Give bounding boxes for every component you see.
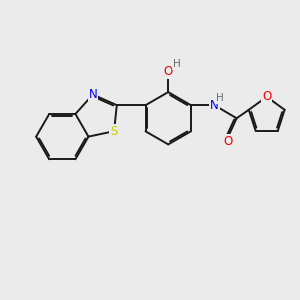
Text: H: H [217, 93, 224, 103]
Text: S: S [110, 125, 118, 138]
Text: O: O [262, 90, 271, 103]
Text: N: N [210, 99, 219, 112]
Text: N: N [88, 88, 97, 101]
Text: O: O [164, 65, 173, 78]
Text: H: H [173, 59, 180, 70]
Text: O: O [223, 135, 232, 148]
